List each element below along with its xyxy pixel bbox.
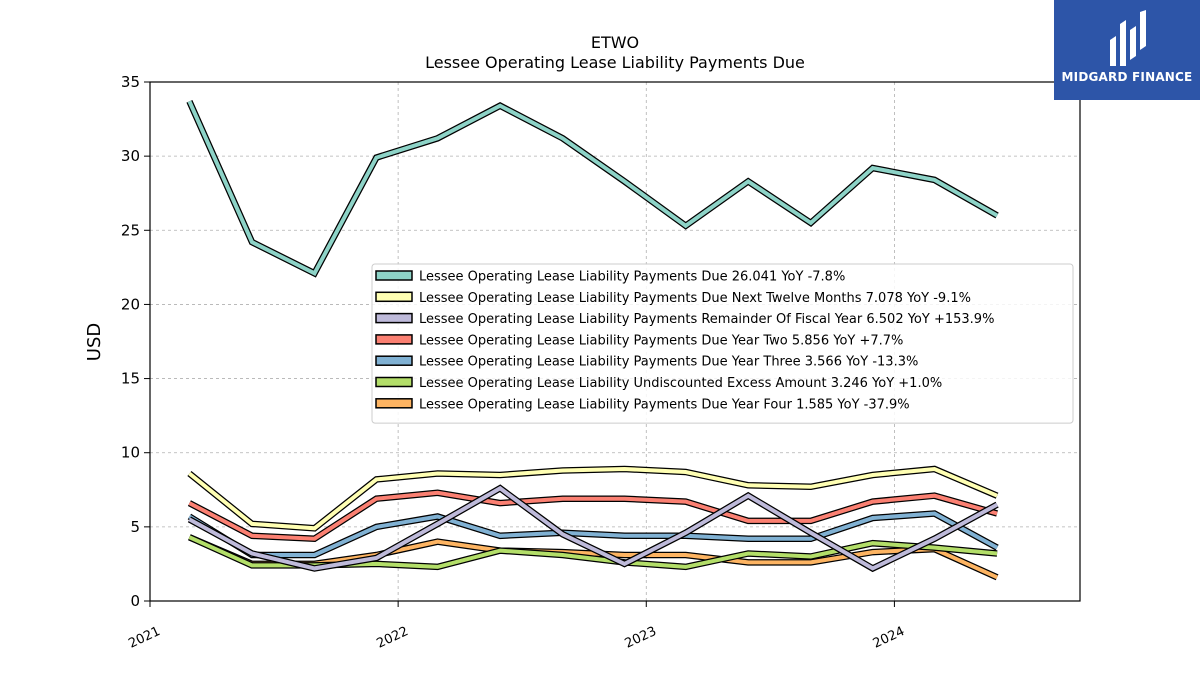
legend-label: Lessee Operating Lease Liability Payment… — [419, 270, 845, 285]
brand-name: MIDGARD FINANCE — [1061, 70, 1193, 84]
chart-title: ETWO — [591, 33, 639, 52]
y-tick-label: 10 — [121, 444, 140, 462]
legend-entry: Lessee Operating Lease Liability Payment… — [375, 270, 845, 285]
legend-swatch — [375, 312, 413, 324]
legend-label: Lessee Operating Lease Liability Undisco… — [419, 376, 942, 391]
x-tick-label: 2022 — [374, 624, 410, 652]
legend-swatch — [375, 291, 413, 303]
legend-entry: Lessee Operating Lease Liability Payment… — [375, 355, 918, 370]
y-tick-label: 20 — [121, 295, 140, 313]
y-tick-label: 35 — [121, 73, 140, 91]
legend-swatch — [375, 334, 413, 345]
midgard-logo-icon — [1110, 10, 1146, 66]
chart-title-group: ETWO Lessee Operating Lease Liability Pa… — [425, 33, 805, 72]
series-stroke — [188, 511, 999, 557]
legend-entry: Lessee Operating Lease Liability Payment… — [375, 397, 910, 412]
y-tick-label: 0 — [130, 592, 140, 610]
legend-label: Lessee Operating Lease Liability Payment… — [419, 397, 910, 412]
legend-swatch — [375, 398, 413, 409]
legend-entry: Lessee Operating Lease Liability Undisco… — [375, 376, 942, 391]
series-stroke — [188, 485, 999, 571]
legend-label: Lessee Operating Lease Liability Payment… — [419, 291, 971, 306]
legend-box — [371, 263, 1074, 424]
legend-label: Lessee Operating Lease Liability Payment… — [419, 355, 918, 370]
y-tick-label: 5 — [130, 518, 140, 536]
x-tick-label: 2021 — [126, 624, 162, 652]
legend-swatch — [375, 270, 413, 281]
legend-label: Lessee Operating Lease Liability Payment… — [419, 312, 994, 327]
series-line — [187, 510, 999, 559]
x-tick-label: 2024 — [871, 624, 907, 652]
series-lines — [186, 99, 999, 581]
chart-subtitle: Lessee Operating Lease Liability Payment… — [425, 53, 805, 72]
series-stroke — [188, 490, 998, 541]
series-line — [187, 465, 999, 532]
legend-label: Lessee Operating Lease Liability Payment… — [419, 333, 903, 348]
series-stroke — [187, 100, 999, 276]
legend-entry: Lessee Operating Lease Liability Payment… — [375, 333, 903, 348]
series-line — [186, 99, 999, 278]
y-tick-label: 30 — [121, 147, 140, 165]
axes: 0 5 10 15 20 25 30 35 2021 2022 2023 2024 — [121, 73, 907, 652]
series-line — [187, 489, 998, 542]
legend-swatch — [375, 376, 413, 388]
y-axis-label: USD — [84, 323, 105, 361]
brand-logo: MIDGARD FINANCE — [1054, 0, 1200, 100]
legend-entry: Lessee Operating Lease Liability Payment… — [375, 291, 971, 306]
series-stroke — [188, 466, 998, 531]
plot-frame — [149, 81, 1081, 602]
legend-swatch — [375, 355, 413, 366]
legend-entry: Lessee Operating Lease Liability Payment… — [375, 312, 994, 327]
y-tick-label: 25 — [121, 221, 140, 239]
legend: Lessee Operating Lease Liability Payment… — [371, 263, 1074, 424]
y-tick-label: 15 — [121, 370, 140, 388]
x-tick-label: 2023 — [623, 624, 659, 652]
series-line — [187, 484, 999, 573]
series-outline — [186, 99, 999, 278]
